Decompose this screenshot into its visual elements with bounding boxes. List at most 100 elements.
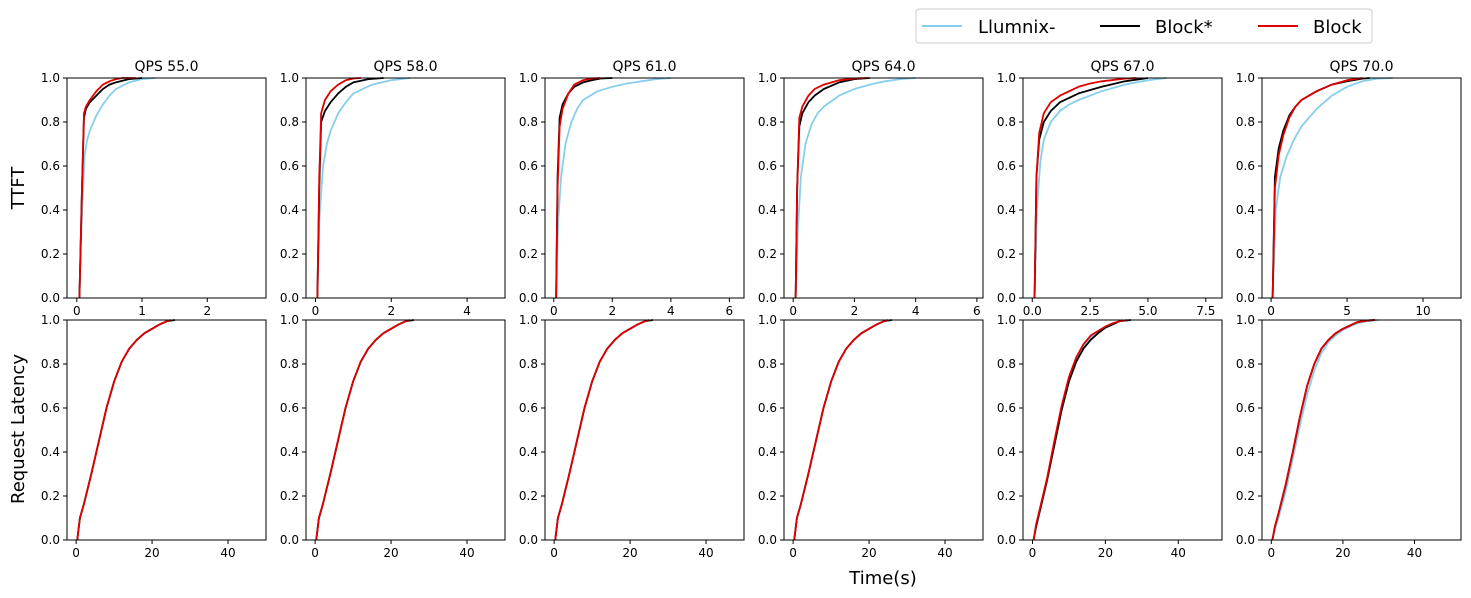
x-tick-label: 6 <box>973 304 981 318</box>
x-tick-label: 20 <box>1098 546 1113 560</box>
x-tick-label: 10 <box>1415 304 1430 318</box>
y-tick-label: 0.2 <box>280 489 299 503</box>
x-tick-label: 20 <box>144 546 159 560</box>
y-tick-label: 0.2 <box>997 489 1016 503</box>
series-line-block-1-5 <box>1033 77 1137 299</box>
series-line-block-1-2 <box>316 77 384 299</box>
plot-frame <box>1261 319 1462 541</box>
x-tick-label: 0 <box>1267 304 1275 318</box>
subplot-title: QPS 64.0 <box>852 59 916 75</box>
y-tick-label: 0.4 <box>997 445 1016 459</box>
x-tick-label: 0 <box>550 304 558 318</box>
x-tick-label: 0 <box>789 546 797 560</box>
y-tick-label: 0.6 <box>519 159 538 173</box>
y-tick-label: 0.6 <box>41 159 60 173</box>
y-tick-label: 0.2 <box>997 247 1016 261</box>
y-tick-label: 0.6 <box>758 401 777 415</box>
y-tick-label: 0.4 <box>280 445 299 459</box>
y-tick-label: 1.0 <box>1236 71 1255 85</box>
series-line-block-2-6 <box>1271 319 1376 541</box>
y-tick-label: 0.8 <box>997 357 1016 371</box>
legend-label-llumnix: Llumnix- <box>978 17 1056 38</box>
x-tick-label: 2 <box>608 304 616 318</box>
y-tick-label: 0.6 <box>1236 401 1255 415</box>
x-tick-label: 0 <box>72 546 80 560</box>
series-line-block-2-5 <box>1032 319 1128 541</box>
y-tick-label: 0.6 <box>280 159 299 173</box>
subplot-title: QPS 70.0 <box>1330 59 1394 75</box>
plot-frame <box>305 319 506 541</box>
plot-frame <box>305 77 506 299</box>
y-tick-label: 0.6 <box>758 159 777 173</box>
y-tick-label: 1.0 <box>758 71 777 85</box>
series-line-block-1-6 <box>1271 77 1370 299</box>
y-tick-label: 1.0 <box>519 313 538 327</box>
subplot-2-2: 0.0 0.2 0.4 0.6 0.8 1.0 0 20 40 <box>280 313 506 560</box>
y-tick-label: 0.4 <box>519 203 538 217</box>
y-tick-label: 0.0 <box>758 533 777 547</box>
plot-frame <box>1261 77 1462 299</box>
x-tick-label: 6 <box>726 304 734 318</box>
subplot-1-1: 0.0 0.2 0.4 0.6 0.8 1.0 0 1 2 QPS 55.0 <box>41 59 267 318</box>
row-label-request-latency: Request Latency <box>8 354 29 504</box>
y-tick-label: 1.0 <box>997 71 1016 85</box>
y-tick-label: 0.0 <box>1236 291 1255 305</box>
subplot-title: QPS 61.0 <box>613 59 677 75</box>
y-tick-label: 0.4 <box>41 203 60 217</box>
plot-frame <box>66 319 267 541</box>
x-tick-label: 20 <box>1335 546 1350 560</box>
y-tick-label: 0.0 <box>280 291 299 305</box>
y-tick-label: 0.2 <box>41 247 60 261</box>
y-tick-label: 0.4 <box>41 445 60 459</box>
series-line-block-2-3 <box>554 319 650 541</box>
subplot-2-6: 0.0 0.2 0.4 0.6 0.8 1.0 0 20 40 <box>1236 313 1462 560</box>
series-line-block-1-3 <box>555 77 613 299</box>
plot-frame <box>544 77 745 299</box>
x-tick-label: 1 <box>138 304 146 318</box>
y-tick-label: 0.2 <box>1236 247 1255 261</box>
x-tick-label: 40 <box>1407 546 1422 560</box>
series-line-block-2-2 <box>315 319 411 541</box>
shared-x-axis-label: Time(s) <box>848 568 916 589</box>
series-line-block-2-6 <box>1271 319 1376 541</box>
y-tick-label: 0.2 <box>519 247 538 261</box>
y-tick-label: 0.2 <box>41 489 60 503</box>
y-tick-label: 0.0 <box>41 533 60 547</box>
legend: Llumnix- Block* Block <box>915 8 1373 44</box>
y-tick-label: 1.0 <box>758 313 777 327</box>
series-line-llumnix-1-4 <box>794 77 916 299</box>
series-line-block-1-2 <box>316 77 362 299</box>
plot-frame <box>1022 319 1223 541</box>
x-tick-label: 40 <box>698 546 713 560</box>
y-tick-label: 0.2 <box>280 247 299 261</box>
x-tick-label: 2 <box>203 304 211 318</box>
y-tick-label: 0.8 <box>997 115 1016 129</box>
x-tick-label: 5 <box>1343 304 1351 318</box>
x-tick-label: 20 <box>861 546 876 560</box>
y-tick-label: 0.2 <box>1236 489 1255 503</box>
subplot-2-5: 0.0 0.2 0.4 0.6 0.8 1.0 0 20 40 <box>997 313 1223 560</box>
y-tick-label: 0.8 <box>280 357 299 371</box>
x-tick-label: 0.0 <box>1023 304 1042 318</box>
subplot-title: QPS 58.0 <box>374 59 438 75</box>
plot-frame <box>1022 77 1223 299</box>
y-tick-label: 0.8 <box>1236 357 1255 371</box>
y-tick-label: 0.0 <box>519 291 538 305</box>
subplot-2-3: 0.0 0.2 0.4 0.6 0.8 1.0 0 20 40 <box>519 313 745 560</box>
x-tick-label: 40 <box>459 546 474 560</box>
x-tick-label: 2.5 <box>1081 304 1100 318</box>
y-tick-label: 0.8 <box>1236 115 1255 129</box>
y-tick-label: 1.0 <box>41 71 60 85</box>
series-line-block-1-6 <box>1271 77 1363 299</box>
series-line-block-1-4 <box>794 77 867 299</box>
subplot-2-4: 0.0 0.2 0.4 0.6 0.8 1.0 0 20 40 <box>758 313 984 560</box>
y-tick-label: 0.8 <box>519 115 538 129</box>
subplot-1-6: 0.0 0.2 0.4 0.6 0.8 1.0 0 5 10 QPS 70.0 <box>1236 59 1462 318</box>
series-line-llumnix-2-6 <box>1271 319 1379 541</box>
x-tick-label: 20 <box>383 546 398 560</box>
y-tick-label: 0.2 <box>758 247 777 261</box>
plot-frame <box>544 319 745 541</box>
series-line-block-1-1 <box>78 77 136 299</box>
